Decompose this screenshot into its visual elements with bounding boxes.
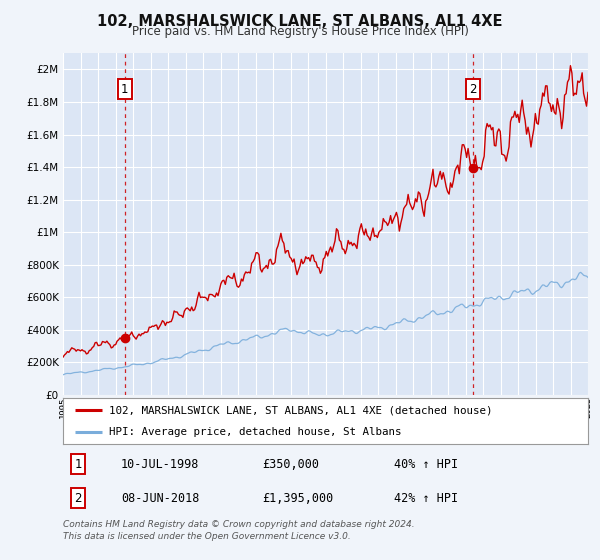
Text: 2: 2	[74, 492, 82, 505]
Text: 2: 2	[469, 82, 477, 96]
Text: This data is licensed under the Open Government Licence v3.0.: This data is licensed under the Open Gov…	[63, 532, 351, 541]
Text: £1,395,000: £1,395,000	[263, 492, 334, 505]
Text: 42% ↑ HPI: 42% ↑ HPI	[394, 492, 458, 505]
Text: £350,000: £350,000	[263, 458, 320, 470]
Text: HPI: Average price, detached house, St Albans: HPI: Average price, detached house, St A…	[109, 427, 402, 437]
Text: 102, MARSHALSWICK LANE, ST ALBANS, AL1 4XE: 102, MARSHALSWICK LANE, ST ALBANS, AL1 4…	[97, 14, 503, 29]
Text: 08-JUN-2018: 08-JUN-2018	[121, 492, 199, 505]
Text: 1: 1	[121, 82, 128, 96]
Text: Contains HM Land Registry data © Crown copyright and database right 2024.: Contains HM Land Registry data © Crown c…	[63, 520, 415, 529]
Text: Price paid vs. HM Land Registry's House Price Index (HPI): Price paid vs. HM Land Registry's House …	[131, 25, 469, 38]
Text: 10-JUL-1998: 10-JUL-1998	[121, 458, 199, 470]
Text: 102, MARSHALSWICK LANE, ST ALBANS, AL1 4XE (detached house): 102, MARSHALSWICK LANE, ST ALBANS, AL1 4…	[109, 405, 493, 416]
Text: 1: 1	[74, 458, 82, 470]
Text: 40% ↑ HPI: 40% ↑ HPI	[394, 458, 458, 470]
